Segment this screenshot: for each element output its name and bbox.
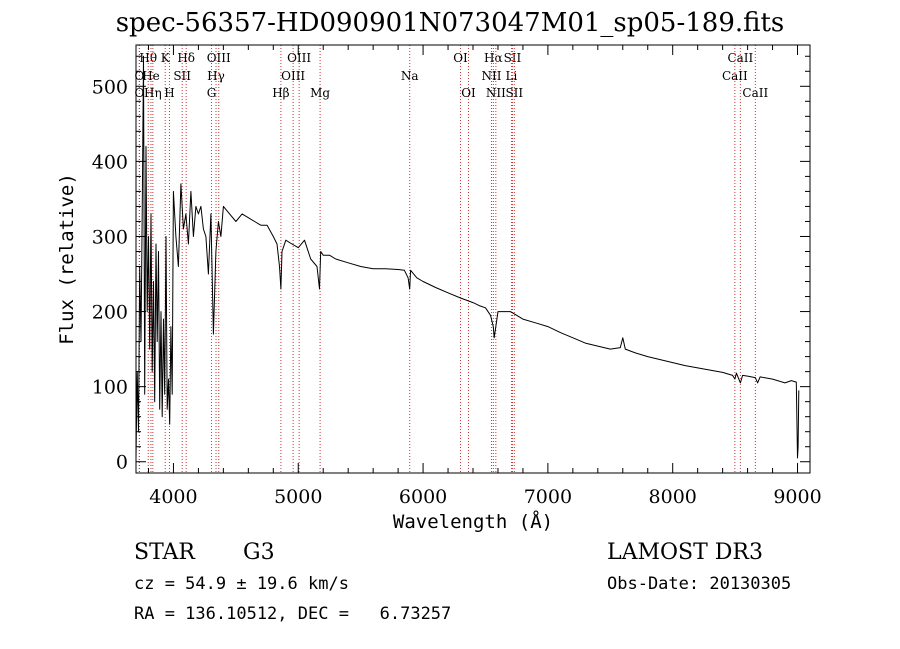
marker-label: H: [164, 86, 174, 100]
marker-label: K: [161, 51, 171, 65]
y-tick-label: 500: [92, 76, 128, 98]
x-tick-label: 4000: [149, 486, 197, 508]
marker-label: Hβ: [272, 86, 289, 100]
marker-label: Hη: [144, 86, 162, 100]
y-tick-label: 100: [92, 377, 128, 399]
x-tick-label: 6000: [399, 486, 447, 508]
marker-label: OIII: [287, 51, 311, 65]
y-tick-label: 200: [92, 302, 128, 324]
marker-label: SII: [505, 86, 523, 100]
survey-label: LAMOST DR3: [607, 540, 763, 565]
plot-frame: [135, 44, 811, 474]
spectral-subclass: G3: [243, 540, 275, 565]
coordinates-line: RA = 136.10512, DEC = 6.73257: [134, 604, 452, 624]
obs-date-line: Obs-Date: 20130305: [607, 574, 792, 594]
y-tick-label: 300: [92, 226, 128, 248]
x-tick-label: 9000: [773, 486, 821, 508]
marker-label: OIII: [207, 51, 231, 65]
marker-label: Li: [506, 69, 518, 83]
spectrum-series-line: [135, 55, 800, 459]
marker-label: CaII: [742, 86, 768, 100]
y-tick-label: 400: [92, 151, 128, 173]
x-tick-label: 5000: [274, 486, 322, 508]
marker-label: He: [142, 69, 160, 83]
object-class: STAR: [134, 540, 195, 565]
marker-label: OI: [453, 51, 468, 65]
marker-label: O: [134, 86, 144, 100]
chart-title: spec-56357-HD090901N073047M01_sp05-189.f…: [115, 8, 785, 38]
y-axis-label: Flux (relative): [56, 173, 78, 345]
y-tick-label: 0: [116, 452, 128, 474]
x-tick-label: 8000: [649, 486, 697, 508]
x-tick-label: 7000: [524, 486, 572, 508]
marker-label: OI: [461, 86, 476, 100]
marker-label: CaII: [727, 51, 753, 65]
marker-label: Hγ: [207, 69, 225, 83]
marker-label: SII: [173, 69, 191, 83]
marker-label: Na: [401, 69, 419, 83]
marker-label: SII: [504, 51, 522, 65]
marker-label: NII: [481, 69, 501, 83]
marker-label: G: [207, 86, 217, 100]
marker-label: NII: [486, 86, 506, 100]
marker-label: Hα: [484, 51, 503, 65]
marker-label: CaII: [722, 69, 748, 83]
redshift-line: cz = 54.9 ± 19.6 km/s: [134, 574, 349, 594]
marker-label: Hδ: [177, 51, 195, 65]
marker-label: Hθ: [139, 51, 157, 65]
marker-label: Mg: [310, 86, 330, 100]
x-axis-label: Wavelength (Å): [393, 510, 553, 533]
marker-label: OIII: [281, 69, 305, 83]
